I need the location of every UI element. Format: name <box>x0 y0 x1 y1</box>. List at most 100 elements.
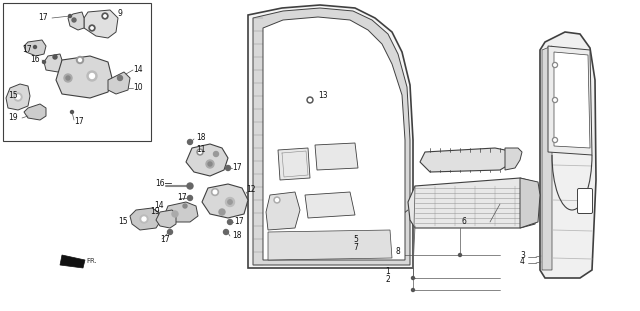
Circle shape <box>53 55 57 59</box>
Circle shape <box>68 15 72 17</box>
Circle shape <box>64 74 72 82</box>
Circle shape <box>197 149 203 155</box>
Text: 17: 17 <box>177 193 187 202</box>
Polygon shape <box>44 54 62 72</box>
Text: 18: 18 <box>196 133 205 142</box>
Circle shape <box>16 95 20 99</box>
Text: 3: 3 <box>520 250 525 259</box>
Circle shape <box>552 137 557 142</box>
Circle shape <box>118 76 122 81</box>
Circle shape <box>214 151 218 156</box>
Text: 4: 4 <box>520 257 525 266</box>
Polygon shape <box>505 148 522 170</box>
Text: 2: 2 <box>385 276 390 285</box>
Circle shape <box>227 220 232 225</box>
Circle shape <box>104 15 106 17</box>
Circle shape <box>70 110 74 114</box>
Polygon shape <box>420 148 510 172</box>
Circle shape <box>412 276 415 280</box>
Polygon shape <box>6 84 30 110</box>
Text: 17: 17 <box>38 13 47 22</box>
Circle shape <box>142 217 146 221</box>
Text: 8: 8 <box>395 248 400 257</box>
Polygon shape <box>520 178 540 228</box>
Text: 17: 17 <box>22 45 31 54</box>
Circle shape <box>552 98 557 103</box>
Circle shape <box>33 45 36 49</box>
Text: 17: 17 <box>74 118 84 127</box>
Text: 17: 17 <box>160 235 170 244</box>
Text: 15: 15 <box>118 217 127 226</box>
Polygon shape <box>68 12 84 30</box>
Polygon shape <box>248 5 413 268</box>
Text: 14: 14 <box>133 64 143 73</box>
Circle shape <box>102 13 108 19</box>
Circle shape <box>225 165 230 170</box>
Circle shape <box>213 190 217 194</box>
Circle shape <box>412 289 415 291</box>
Circle shape <box>140 215 148 223</box>
Polygon shape <box>253 8 410 265</box>
Circle shape <box>79 58 81 62</box>
Text: 17: 17 <box>234 217 244 226</box>
Polygon shape <box>268 230 392 260</box>
Text: FR.: FR. <box>86 258 97 264</box>
Circle shape <box>172 211 178 217</box>
Text: 11: 11 <box>196 146 205 155</box>
Circle shape <box>91 27 93 29</box>
Circle shape <box>77 57 83 63</box>
Circle shape <box>225 197 234 207</box>
Circle shape <box>275 198 278 202</box>
Circle shape <box>42 61 45 63</box>
Circle shape <box>228 200 232 204</box>
Circle shape <box>554 64 556 66</box>
Polygon shape <box>60 255 85 268</box>
Circle shape <box>90 73 95 78</box>
Circle shape <box>308 99 312 101</box>
Polygon shape <box>315 143 358 170</box>
Text: 12: 12 <box>246 185 255 194</box>
Circle shape <box>274 197 280 203</box>
Circle shape <box>183 204 187 208</box>
Text: 15: 15 <box>8 91 18 100</box>
Text: 16: 16 <box>30 55 40 64</box>
Polygon shape <box>130 208 160 230</box>
Polygon shape <box>263 17 405 260</box>
Circle shape <box>66 76 70 80</box>
Circle shape <box>87 71 97 81</box>
Circle shape <box>554 99 556 101</box>
Text: 9: 9 <box>118 8 123 17</box>
Polygon shape <box>164 202 198 222</box>
Polygon shape <box>540 32 596 278</box>
Circle shape <box>188 196 193 201</box>
Circle shape <box>307 97 313 103</box>
FancyBboxPatch shape <box>577 188 593 213</box>
Polygon shape <box>554 52 590 148</box>
Text: 13: 13 <box>318 91 328 100</box>
Circle shape <box>206 160 214 168</box>
Polygon shape <box>202 184 248 218</box>
Circle shape <box>458 253 461 257</box>
Circle shape <box>89 25 95 31</box>
Circle shape <box>223 230 228 234</box>
Polygon shape <box>305 192 355 218</box>
Polygon shape <box>548 46 592 155</box>
Text: 5: 5 <box>353 235 358 244</box>
Polygon shape <box>156 210 176 228</box>
Text: 19: 19 <box>150 207 159 216</box>
Circle shape <box>188 140 193 145</box>
Text: 19: 19 <box>8 114 18 123</box>
Polygon shape <box>278 148 310 180</box>
Polygon shape <box>108 72 130 94</box>
Circle shape <box>219 209 225 215</box>
Polygon shape <box>186 144 228 176</box>
Text: 1: 1 <box>385 267 390 276</box>
Polygon shape <box>24 40 46 56</box>
Polygon shape <box>84 10 118 38</box>
Circle shape <box>554 139 556 141</box>
Circle shape <box>208 162 212 166</box>
Circle shape <box>198 151 202 154</box>
Circle shape <box>211 188 218 196</box>
Text: 6: 6 <box>462 217 467 226</box>
Circle shape <box>72 18 76 22</box>
